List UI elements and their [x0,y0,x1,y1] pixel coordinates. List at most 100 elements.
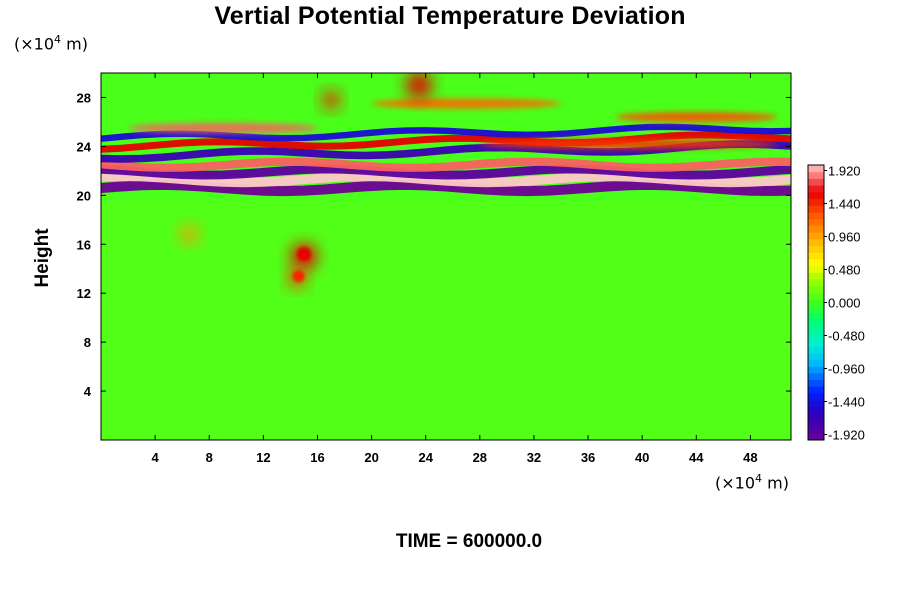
x-tick-label: 4 [152,450,160,465]
colorbar-segment [808,352,824,361]
x-unit-suffix: m) [762,473,789,493]
colorbar-segment [808,238,824,246]
colorbar-segment [808,258,824,267]
anomaly-blob [179,225,198,244]
y-tick-label: 8 [84,335,91,350]
colorbar-segment [808,386,824,394]
x-unit-prefix: (×10 [715,473,756,493]
colorbar-segment [808,339,824,347]
x-tick-label: 36 [581,450,595,465]
colorbar-segment [808,299,824,307]
colorbar-label: 0.960 [828,230,861,245]
colorbar-segment [808,165,824,173]
y-tick-label: 20 [77,188,91,203]
wave-band [101,179,791,197]
y-axis-unit: (×104 m) [14,33,88,53]
colorbar-segment [808,232,824,240]
colorbar-segment [808,178,824,186]
x-tick-label: 24 [418,450,433,465]
x-tick-label: 28 [473,450,487,465]
y-tick-label: 24 [77,139,92,154]
colorbar-segment [808,211,824,220]
colorbar-segment [808,171,824,179]
colorbar-segment [808,419,824,428]
field-lower-region [101,201,791,440]
colorbar-segment [808,285,824,293]
x-tick-label: 32 [527,450,541,465]
colorbar-label: -1.440 [828,395,865,410]
colorbar-segment [808,185,824,193]
wave-band [101,131,791,153]
plot-frame [100,72,792,441]
x-unit-exponent: 4 [755,472,763,485]
colorbar-segment [808,379,824,387]
y-tick-label: 28 [77,90,91,105]
colorbar-segment [808,426,824,434]
x-tick-label: 48 [743,450,757,465]
chart-title: Vertial Potential Temperature Deviation [214,2,686,30]
colorbar-segment [808,198,824,206]
colorbar-segment [808,433,824,441]
colorbar-segment [808,319,824,327]
colorbar-label: 1.440 [828,197,861,212]
colorbar-segment [808,393,824,401]
colorbar-segment [808,413,824,421]
colorbar-segment [808,279,824,287]
colorbar-segment [808,366,824,374]
y-tick-label: 16 [77,237,91,252]
anomaly-core [296,247,311,262]
colorbar-segment [808,305,824,314]
y-tick-label: 4 [84,384,92,399]
colorbar-segment [808,205,824,213]
y-tick-label: 12 [77,286,91,301]
colorbar-segment [808,359,824,367]
colorbar-segment [808,406,824,414]
x-tick-label: 12 [256,450,270,465]
wave-band [101,123,791,142]
wave-band [101,157,791,172]
plot-area [101,73,791,440]
upper-streak [615,112,778,123]
colorbar-segment [808,292,824,300]
x-tick-label: 20 [364,450,378,465]
y-unit-exponent: 4 [54,33,62,46]
colorbar-label: 0.000 [828,296,861,311]
x-tick-label: 16 [310,450,324,465]
colorbar-label: 0.480 [828,263,861,278]
colorbar-segment [808,245,824,253]
colorbar-segment [808,272,824,280]
colorbar-label: 1.920 [828,164,861,179]
x-tick-label: 40 [635,450,649,465]
colorbar-segment [808,312,824,320]
y-unit-suffix: m) [61,34,88,54]
anomaly-blob [405,73,432,99]
colorbar-segment [808,325,824,334]
colorbar-segment [808,225,824,233]
colorbar-segment [808,372,824,381]
x-tick-label: 44 [689,450,704,465]
colorbar-label: -0.480 [828,329,865,344]
colorbar-segment [808,265,824,273]
upper-streak [479,138,778,149]
anomaly-core [292,270,305,283]
colorbar-segment [808,191,824,200]
colorbar-label: -0.960 [828,362,865,377]
colorbar-segment [808,346,824,354]
x-axis: 4 8 12 16 20 24 28 32 36 40 44 48 [152,73,758,465]
colorbar: 1.920 1.440 0.960 0.480 0.000 -0.480 -0.960 -1.… [807,164,865,443]
wave-band [101,171,791,188]
colorbar-segment [808,332,824,340]
time-label: TIME = 600000.0 [395,531,543,552]
upper-streak [128,123,318,134]
upper-streak [371,98,561,109]
colorbar-label: -1.920 [828,428,865,443]
colorbar-segment [808,399,824,407]
wave-band [101,164,791,180]
y-unit-prefix: (×10 [14,34,55,54]
anomaly-blob [322,90,340,109]
x-tick-label: 8 [206,450,213,465]
x-axis-unit: (×104 m) [715,472,789,492]
colorbar-segment [808,252,824,260]
colorbar-segment [808,218,824,226]
